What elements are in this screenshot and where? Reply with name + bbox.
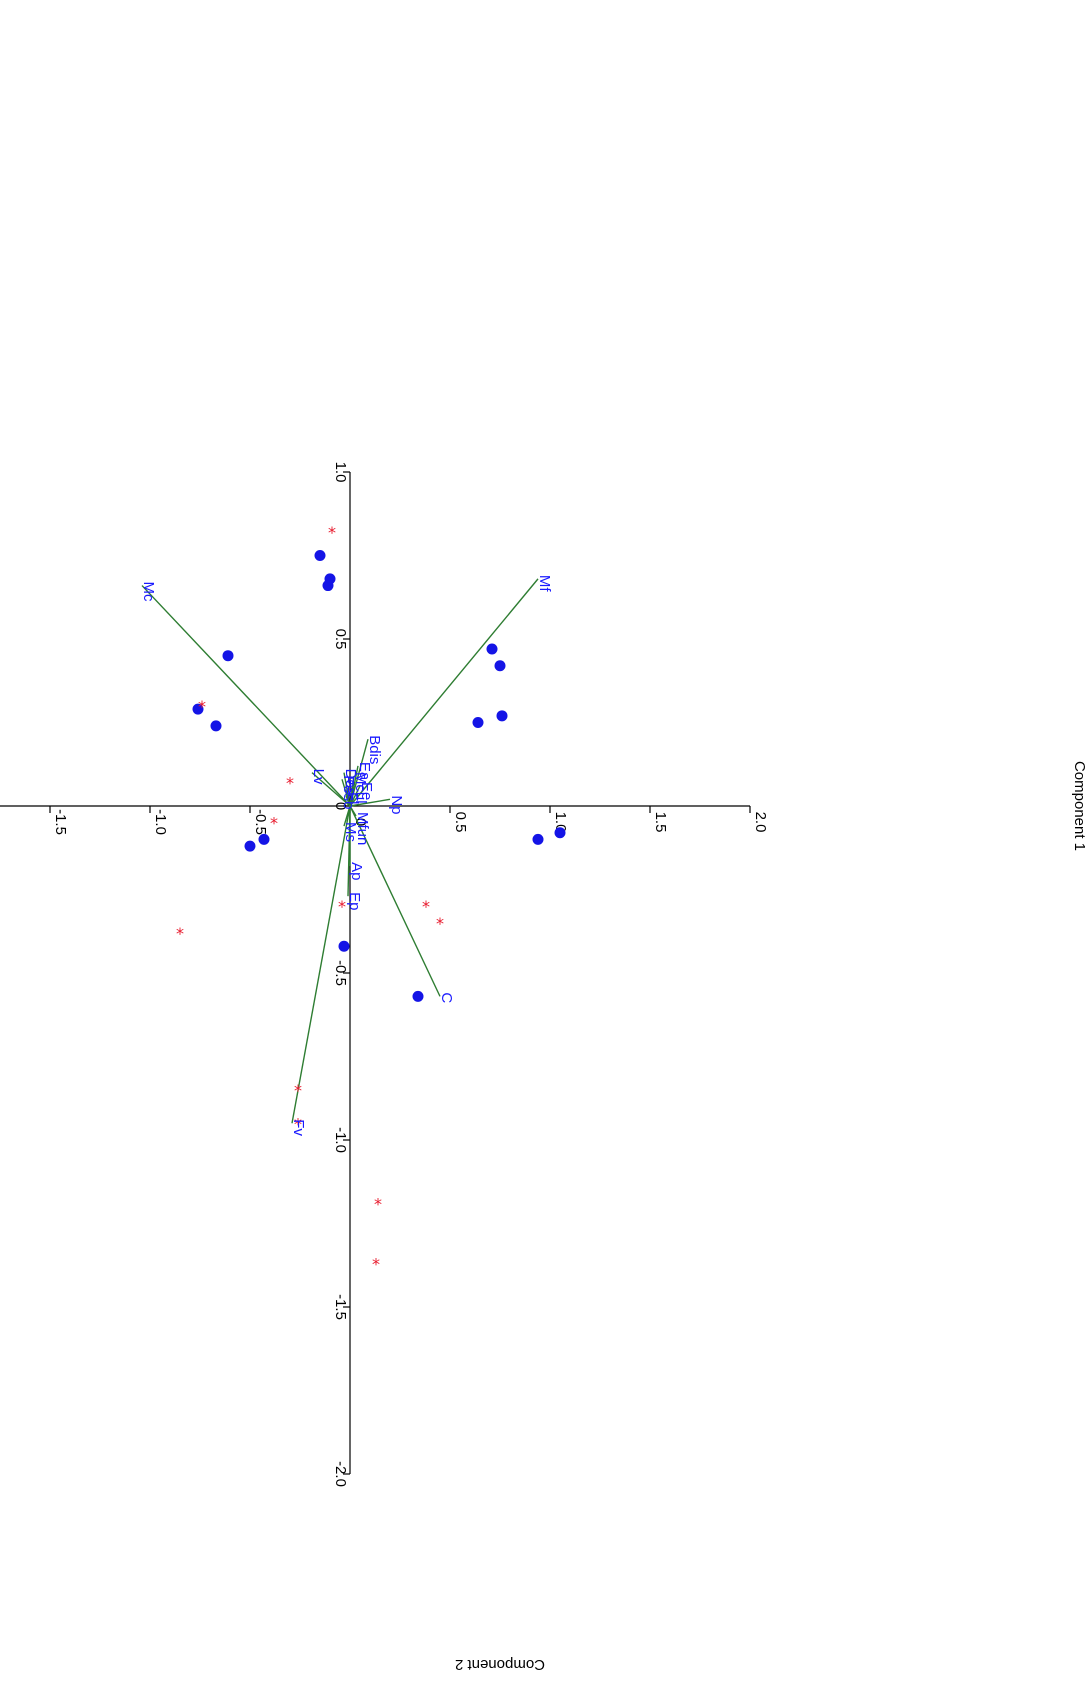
vector-label-ea: Ea [356,762,373,781]
vector-label-mf: Mf [536,575,553,592]
vector-label-fv: Fv [290,1119,307,1136]
vector-label-np: Np [388,795,405,814]
score-point-star: * [286,774,294,793]
score-point-dot [210,720,222,732]
score-point-star: * [338,897,346,916]
vector-label-ep: Ep [346,892,363,910]
vector-label-mfun: Mfun [354,812,371,845]
score-point-star: * [270,814,278,833]
component-1-tick-label: 1.0 [332,462,349,483]
vector-label-ms: Ms [342,822,359,842]
component-1-tick-label: -0.5 [332,960,349,986]
vector-ee [349,785,361,807]
component-1-tick-label: 0 [332,802,349,810]
vector-label-mc: Mc [140,582,157,602]
score-point-star: * [294,1081,302,1100]
vector-label-peso: Peso [340,775,357,809]
score-point-star: * [436,914,444,933]
component-2-tick-label: 2.0 [752,812,769,833]
score-point-dot [412,990,424,1002]
vector-bdis [349,739,369,807]
y-axis-title: Component 2 [455,1656,545,1673]
vector-label-c: C [438,992,455,1003]
vector-mf [349,578,539,807]
axes: 1.0 0.5 0 -0.5 -1.0 -1.5 -2.0 2.0 1.5 1.0 0.5 0 -0.5… [0,462,769,1487]
score-point-star: * [422,897,430,916]
vector-ms [343,805,351,827]
component-1-tick-label: 0.5 [332,629,349,650]
score-point-dot [222,650,234,662]
score-point-star: * [294,1114,302,1133]
score-point-dot [494,660,506,672]
vector-fv [291,805,351,1124]
score-point-star: * [198,697,206,716]
vector-fl [345,795,351,807]
score-point-dot [496,710,508,722]
score-point-dot [472,717,484,728]
vector-label-bdis: Bdis [366,735,383,764]
axis-titles: Component 1 Component 2 [455,761,1087,1673]
score-point-dot [532,833,544,845]
vector-mfun [349,805,357,817]
component-1-tick-label: -2.0 [332,1461,349,1487]
loading-vectors [141,578,539,1124]
score-point-dot [314,550,326,561]
score-point-dot [244,840,256,852]
component-2-tick-label: -0.5 [252,809,269,835]
score-point-dot [322,580,334,592]
x-axis-title: Component 1 [1071,761,1087,851]
vector-label-ee: Ee [358,782,375,800]
component-1-tick-label: -1.0 [332,1127,349,1153]
score-point-star: * [374,1194,382,1213]
score-point-star: * [328,523,336,542]
component-2-tick-label: 0 [352,818,369,826]
component-1-tick-label: -1.5 [332,1294,349,1320]
component-2-tick-label: -1.5 [52,809,69,835]
score-point-dot [258,833,270,845]
vector-label-ap: Ap [348,862,365,880]
score-point-dot [554,827,566,839]
score-point-dot [338,940,350,952]
score-point-dot [192,703,204,715]
vector-mcul [349,775,355,807]
component-2-tick-label: 0.5 [452,812,469,833]
vector-c [349,805,441,997]
component-2-tick-label: 1.0 [552,812,569,833]
score-point-star: * [372,1255,380,1274]
vector-mc [141,585,351,807]
vector-label-mcul: Mcul [352,772,369,804]
score-points: * * * * * * * * * * * * [176,523,566,1274]
component-2-tick-label: 1.5 [652,812,669,833]
vector-label-fl: Fl [344,792,361,805]
vector-label-lv: Lv [310,769,327,785]
component-2-tick-label: -1.0 [152,809,169,835]
vector-label-des: Des [342,769,359,796]
vector-np [349,798,391,807]
score-point-star: * [176,924,184,943]
score-point-dot [486,643,498,655]
vector-lv [311,772,351,807]
vector-ep [347,805,351,897]
